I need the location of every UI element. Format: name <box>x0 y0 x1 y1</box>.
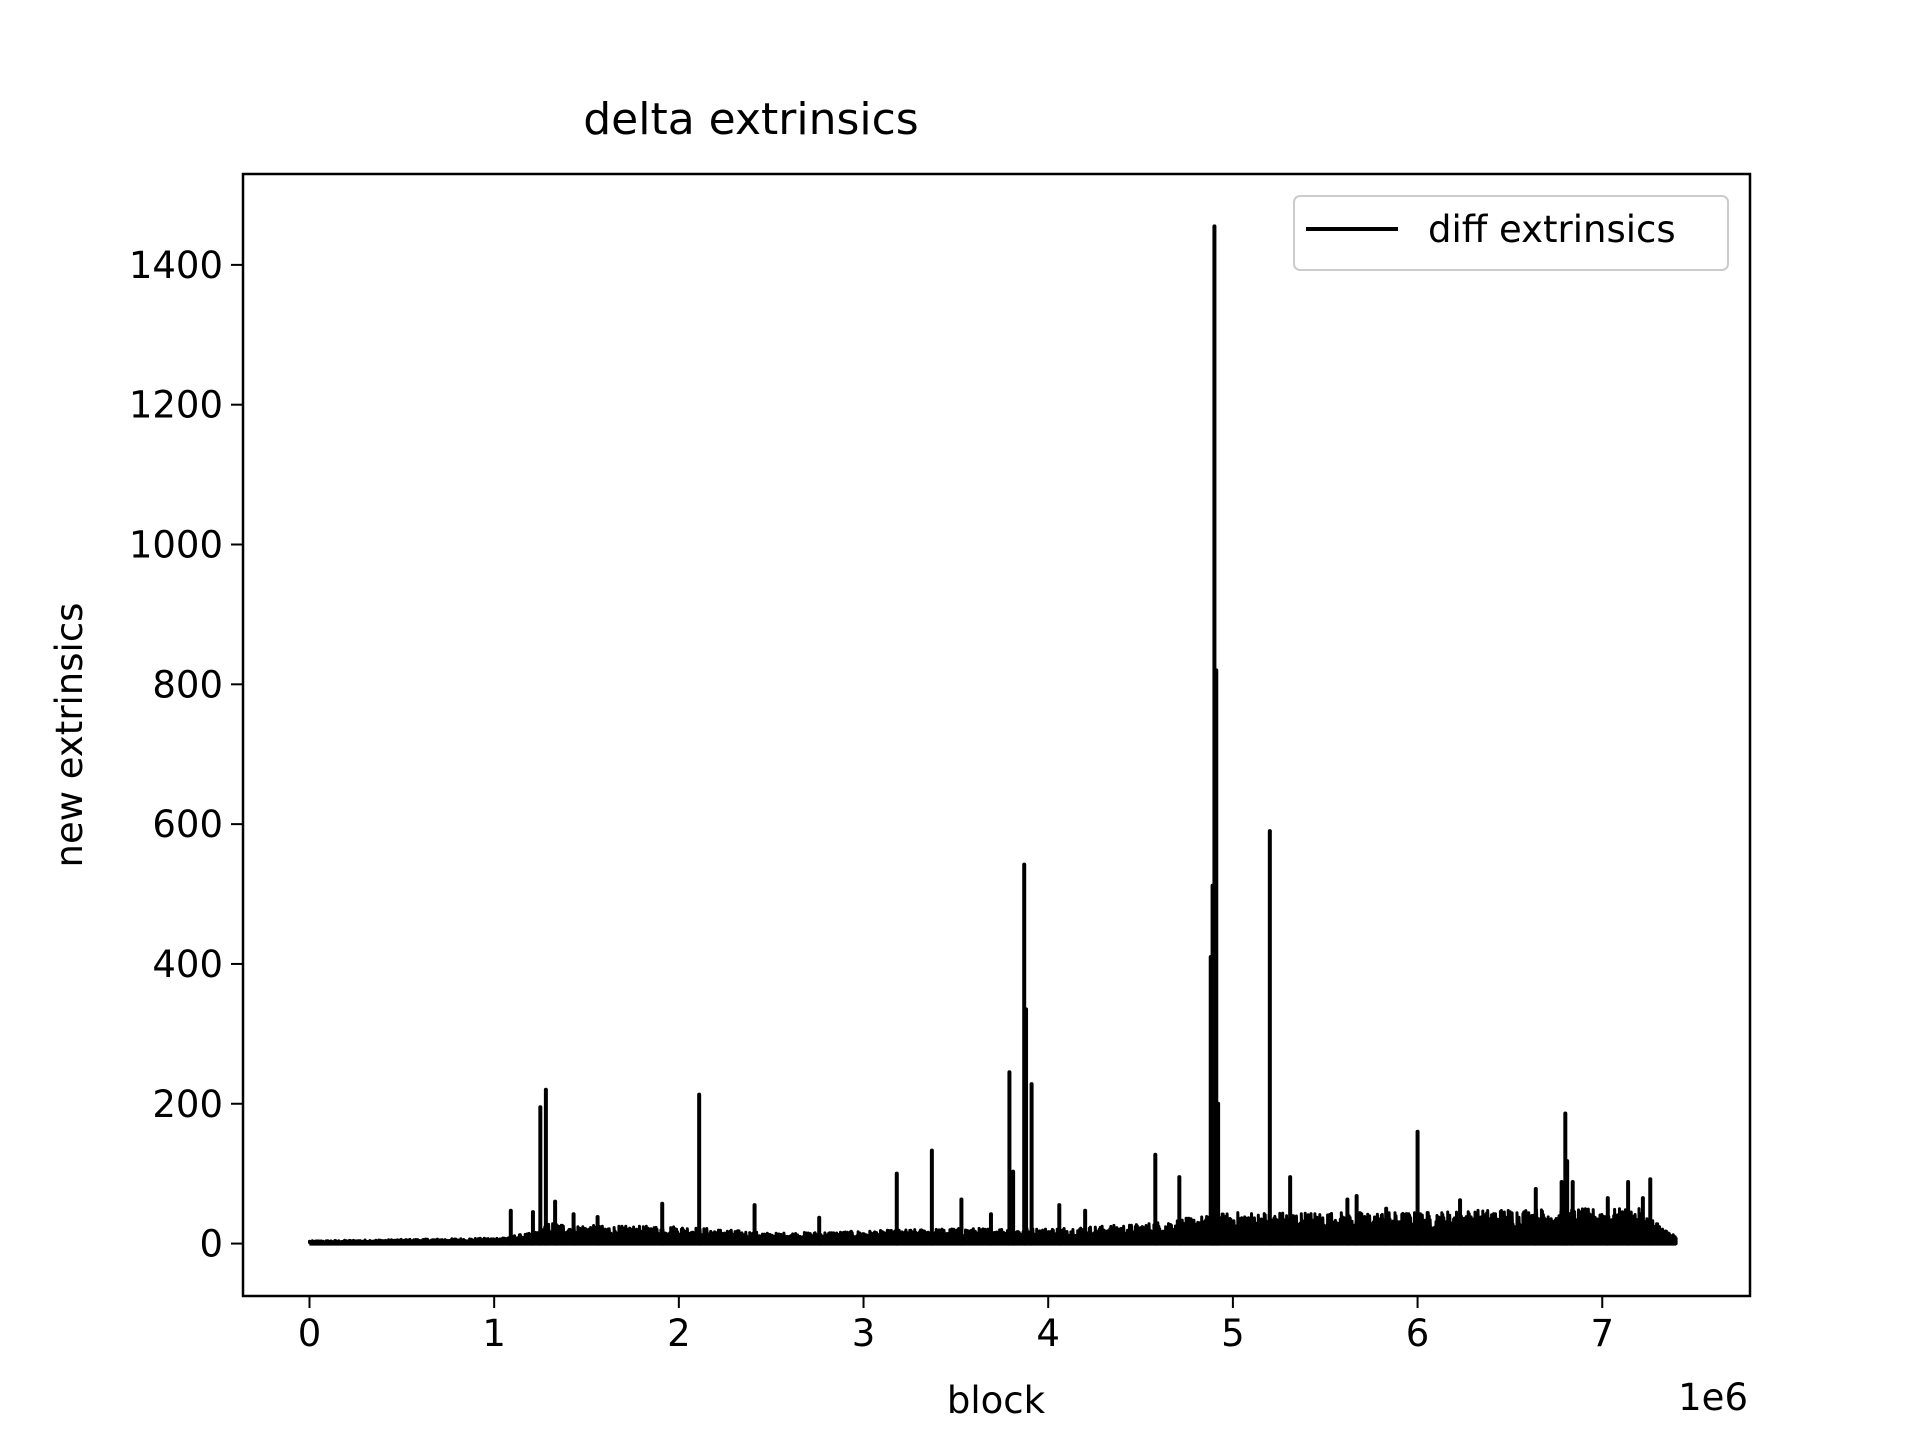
x-axis-offset: 1e6 <box>1678 1376 1748 1419</box>
x-axis: 0 1 2 3 4 5 6 7 <box>298 1296 1614 1355</box>
y-tick-label: 1200 <box>129 384 223 427</box>
y-tick-label: 200 <box>152 1083 223 1126</box>
x-tick-label: 4 <box>1036 1312 1060 1355</box>
y-tick-label: 1000 <box>129 524 223 567</box>
x-tick-label: 7 <box>1590 1312 1614 1355</box>
y-axis-label: new extrinsics <box>48 603 91 868</box>
x-tick-label: 6 <box>1406 1312 1430 1355</box>
series-layer <box>308 224 1678 1246</box>
legend-entry-label: diff extrinsics <box>1428 208 1676 251</box>
plot-frame <box>241 172 1752 1298</box>
y-tick-label: 0 <box>199 1223 223 1266</box>
y-tick-label: 1400 <box>129 244 223 287</box>
x-tick-label: 3 <box>852 1312 876 1355</box>
x-tick-label: 2 <box>667 1312 691 1355</box>
y-axis: 0 200 400 600 800 1000 1200 1400 <box>129 244 243 1266</box>
y-tick-label: 600 <box>152 803 223 846</box>
legend: diff extrinsics <box>1293 195 1729 271</box>
chart-title: delta extrinsics <box>583 94 918 145</box>
x-tick-label: 0 <box>298 1312 322 1355</box>
y-tick-label: 400 <box>152 943 223 986</box>
x-tick-label: 5 <box>1221 1312 1245 1355</box>
x-axis-label: block <box>947 1379 1046 1422</box>
legend-box <box>1293 195 1729 271</box>
x-tick-label: 1 <box>482 1312 506 1355</box>
y-tick-label: 800 <box>152 663 223 706</box>
